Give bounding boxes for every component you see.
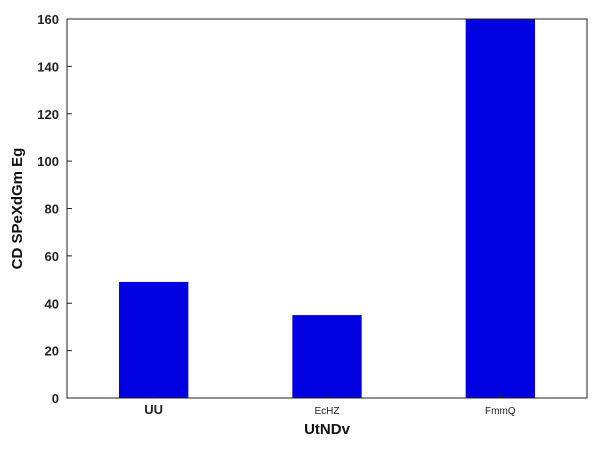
bar-UU — [119, 281, 189, 398]
bar-EcHZ — [292, 315, 362, 398]
x-axis-ticks: UU EcHZ FmmQ — [144, 393, 516, 417]
x-tick-label: EcHZ — [315, 406, 340, 417]
y-axis-label: CD SPeXdGm Eg — [9, 148, 26, 270]
y-tick-label: 140 — [37, 59, 59, 74]
bars — [119, 19, 535, 398]
y-tick-label: 80 — [45, 202, 59, 217]
y-tick-label: 160 — [37, 12, 59, 27]
y-tick-label: 40 — [45, 296, 59, 311]
x-tick-label: UU — [144, 402, 163, 417]
y-tick-label: 120 — [37, 107, 59, 122]
y-tick-label: 20 — [45, 344, 59, 359]
plot-area-frame — [66, 18, 588, 399]
bar-FmmQ — [465, 19, 535, 398]
y-tick-label: 100 — [37, 154, 59, 169]
y-tick-label: 60 — [45, 249, 59, 264]
x-axis-label: UtNDv — [304, 421, 350, 438]
y-axis-ticks: 0 20 40 60 80 100 120 140 160 — [37, 12, 72, 406]
x-tick-label: FmmQ — [485, 406, 516, 417]
y-tick-label: 0 — [52, 391, 59, 406]
